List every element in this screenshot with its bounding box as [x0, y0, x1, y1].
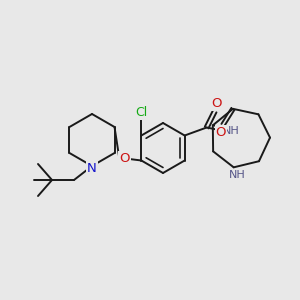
Text: NH: NH — [223, 125, 240, 136]
Polygon shape — [213, 125, 239, 132]
Text: Cl: Cl — [135, 106, 148, 119]
Text: O: O — [212, 97, 222, 110]
Text: O: O — [119, 152, 130, 165]
Text: O: O — [216, 126, 226, 139]
Text: N: N — [87, 161, 97, 175]
Text: NH: NH — [229, 170, 246, 180]
